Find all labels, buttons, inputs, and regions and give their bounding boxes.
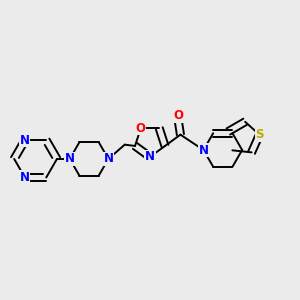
Text: N: N	[199, 143, 208, 157]
Text: O: O	[173, 109, 183, 122]
Text: O: O	[136, 122, 146, 135]
Text: N: N	[65, 152, 75, 165]
Text: N: N	[20, 171, 30, 184]
Text: N: N	[103, 152, 113, 165]
Text: S: S	[255, 128, 264, 141]
Text: N: N	[145, 150, 155, 163]
Text: N: N	[20, 134, 30, 147]
